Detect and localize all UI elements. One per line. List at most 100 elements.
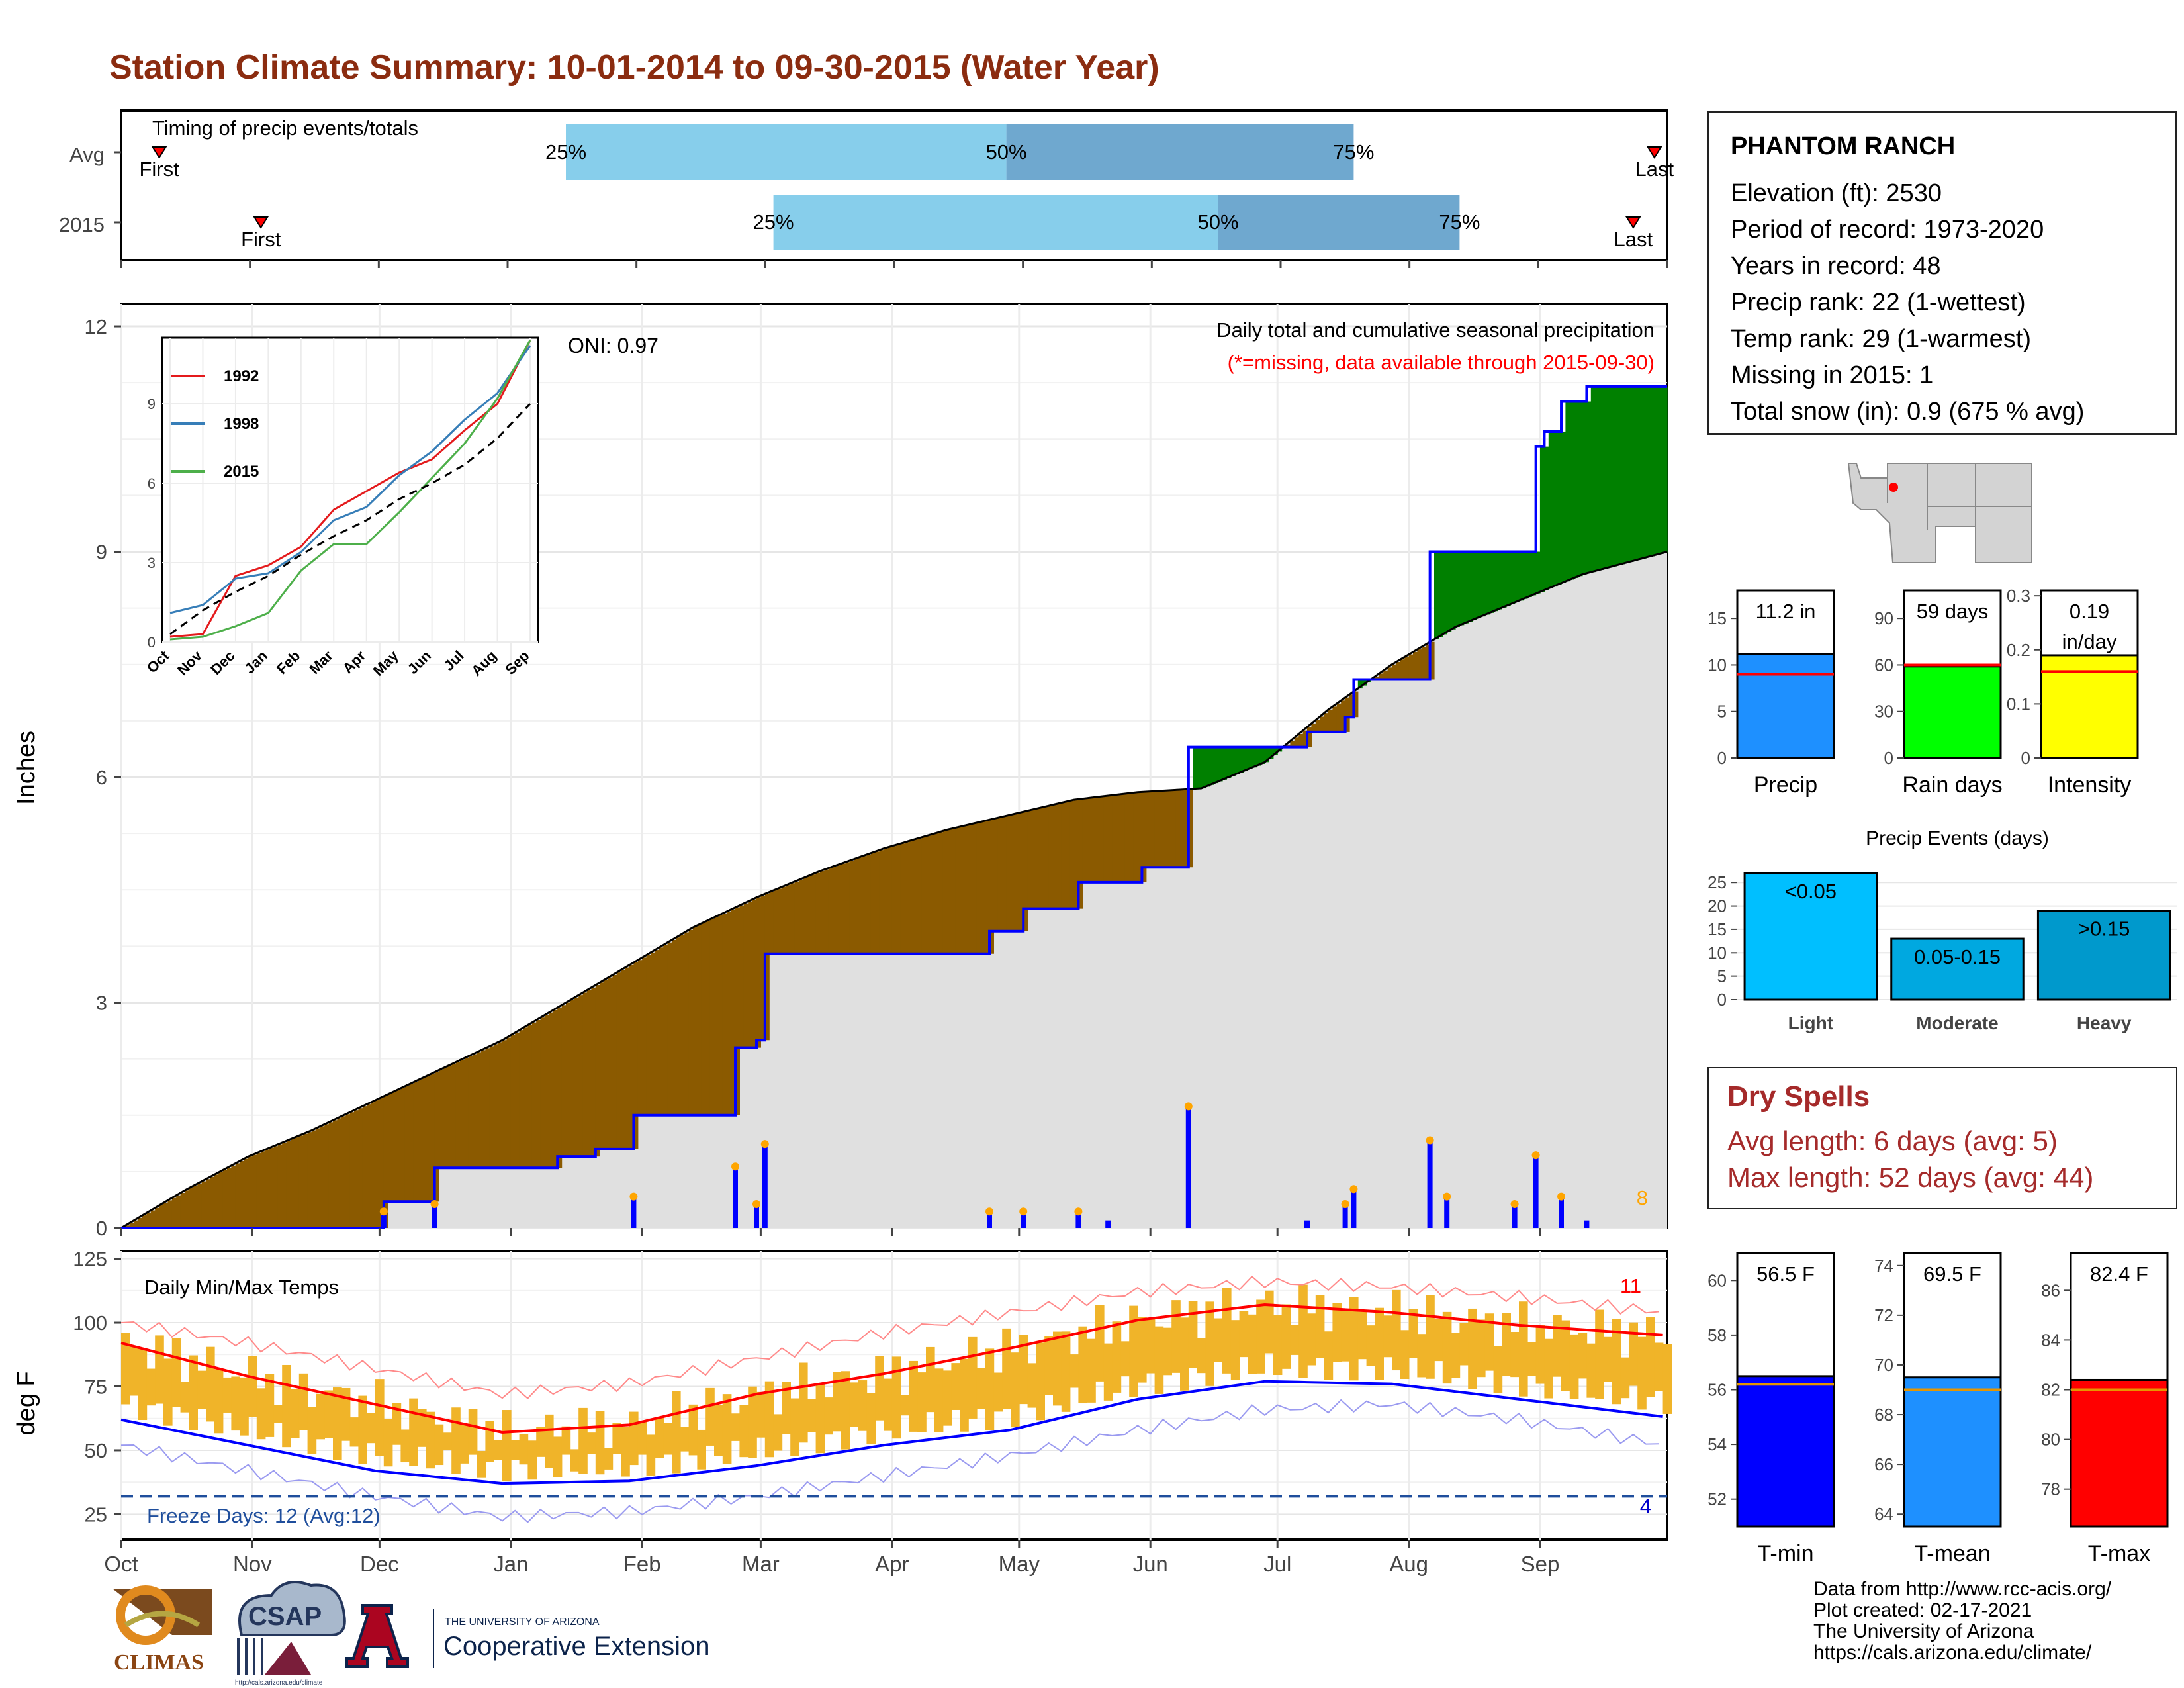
daily-temp-bar bbox=[714, 1405, 723, 1456]
deficit-band bbox=[468, 1056, 473, 1168]
daily-temp-bar bbox=[240, 1377, 249, 1436]
deficit-band bbox=[277, 1144, 283, 1228]
daily-temp-bar bbox=[875, 1356, 884, 1421]
daily-temp-bar bbox=[256, 1388, 266, 1440]
daily-temp-bar bbox=[265, 1374, 275, 1437]
daily-precip-bar bbox=[1075, 1213, 1081, 1228]
daily-precip-marker bbox=[985, 1207, 993, 1216]
daily-precip-bar bbox=[1105, 1220, 1111, 1228]
deficit-band bbox=[1290, 741, 1295, 747]
deficit-band bbox=[439, 1070, 443, 1168]
daily-temp-bar bbox=[960, 1358, 969, 1432]
deficit-band bbox=[837, 865, 842, 954]
inset-legend-label: 1992 bbox=[224, 367, 259, 385]
surplus-band bbox=[1557, 431, 1562, 585]
precip-events-panel: Precip Events (days) 0 5 10 15 20 25 <0.05 Light… bbox=[1707, 827, 2177, 1033]
deficit-band bbox=[502, 1040, 507, 1168]
deficit-band bbox=[989, 820, 994, 954]
deficit-band bbox=[171, 1197, 177, 1228]
daily-temp-bar bbox=[705, 1387, 715, 1446]
daily-temp-bar bbox=[383, 1419, 393, 1467]
daily-temp-bar bbox=[1553, 1315, 1562, 1377]
deficit-band bbox=[473, 1054, 478, 1168]
mini-ytick-label: 90 bbox=[1874, 608, 1893, 628]
daily-temp-bar bbox=[824, 1397, 833, 1435]
deficit-band bbox=[1087, 798, 1092, 882]
surplus-band bbox=[1519, 551, 1524, 601]
daily-temp-bar bbox=[367, 1413, 376, 1444]
daily-temp-bar bbox=[1036, 1342, 1045, 1421]
month-label: Jun bbox=[1133, 1552, 1168, 1576]
temp-ytick-label: 125 bbox=[73, 1248, 107, 1271]
deficit-band bbox=[1383, 670, 1388, 680]
deficit-band bbox=[1154, 791, 1160, 868]
deficit-band bbox=[138, 1217, 143, 1228]
deficit-band bbox=[337, 1118, 342, 1228]
events-ytick-label: 0 bbox=[1717, 990, 1727, 1009]
deficit-band bbox=[197, 1184, 203, 1228]
surplus-band bbox=[1269, 747, 1274, 759]
precip-ylabel: Inches bbox=[13, 731, 40, 805]
deficit-band bbox=[1387, 667, 1392, 680]
mini-axis-label: T-max bbox=[2088, 1541, 2150, 1566]
daily-temp-bar bbox=[807, 1399, 817, 1432]
deficit-band bbox=[1069, 800, 1075, 909]
daily-temp-bar bbox=[841, 1371, 850, 1450]
dry-spells-max: Max length: 52 days (avg: 44) bbox=[1727, 1162, 2094, 1193]
daily-precip-bar bbox=[1512, 1205, 1518, 1228]
deficit-band bbox=[884, 848, 888, 954]
deficit-band bbox=[1375, 676, 1380, 680]
deficit-band bbox=[616, 972, 621, 1149]
deficit-band bbox=[807, 876, 812, 954]
deficit-band bbox=[578, 995, 584, 1157]
deficit-band bbox=[303, 1133, 308, 1228]
daily-temp-bar bbox=[1569, 1334, 1579, 1399]
daily-temp-bar bbox=[764, 1381, 774, 1458]
surplus-band bbox=[1218, 747, 1223, 782]
deficit-band bbox=[523, 1027, 528, 1168]
deficit-band bbox=[727, 911, 732, 1115]
daily-precip-bar bbox=[1304, 1220, 1310, 1228]
surplus-band bbox=[1434, 551, 1439, 639]
deficit-band bbox=[324, 1124, 330, 1228]
daily-temp-bar bbox=[1230, 1320, 1240, 1381]
deficit-band bbox=[1023, 812, 1028, 931]
deficit-band bbox=[866, 854, 872, 954]
ua-logo: THE UNIVERSITY OF ARIZONA Cooperative Ex… bbox=[345, 1604, 709, 1668]
daily-temp-bar bbox=[1484, 1313, 1494, 1371]
deficit-band bbox=[921, 837, 927, 954]
deficit-band bbox=[404, 1086, 410, 1202]
deficit-band bbox=[1150, 791, 1156, 868]
deficit-band bbox=[820, 870, 825, 954]
daily-temp-bar bbox=[1646, 1317, 1655, 1397]
surplus-band bbox=[1455, 551, 1460, 628]
deficit-band bbox=[604, 980, 609, 1149]
daily-temp-bar bbox=[273, 1405, 283, 1423]
deficit-band bbox=[1142, 792, 1147, 882]
timing-label: Timing of precip events/totals bbox=[152, 117, 418, 140]
temp-panel: 25 50 75 100 125 Oct Nov Dec Jan Feb Mar Apr May Jun J… bbox=[13, 1248, 1672, 1576]
surplus-band bbox=[1442, 551, 1447, 635]
deficit-band bbox=[252, 1154, 257, 1228]
deficit-band bbox=[142, 1215, 147, 1228]
deficit-band bbox=[269, 1147, 274, 1228]
deficit-band bbox=[659, 947, 664, 1115]
inset-ytick-label: 3 bbox=[148, 555, 156, 571]
daily-temp-bar bbox=[1171, 1300, 1181, 1373]
daily-precip-marker bbox=[760, 1140, 769, 1149]
daily-temp-bar bbox=[121, 1333, 130, 1405]
deficit-band bbox=[1057, 804, 1062, 909]
climas-logo: CLIMAS bbox=[113, 1585, 212, 1675]
surplus-band bbox=[1239, 747, 1244, 773]
daily-temp-bar bbox=[519, 1434, 529, 1465]
deficit-band bbox=[1298, 733, 1304, 747]
deficit-band bbox=[688, 929, 694, 1115]
deficit-band bbox=[680, 935, 685, 1115]
daily-temp-bar bbox=[1544, 1338, 1553, 1399]
ua-small-text: THE UNIVERSITY OF ARIZONA bbox=[445, 1617, 600, 1628]
mini-value-bar bbox=[1736, 653, 1835, 759]
surplus-band bbox=[1531, 551, 1537, 596]
deficit-band bbox=[1171, 790, 1177, 868]
surplus-band bbox=[1502, 551, 1507, 608]
